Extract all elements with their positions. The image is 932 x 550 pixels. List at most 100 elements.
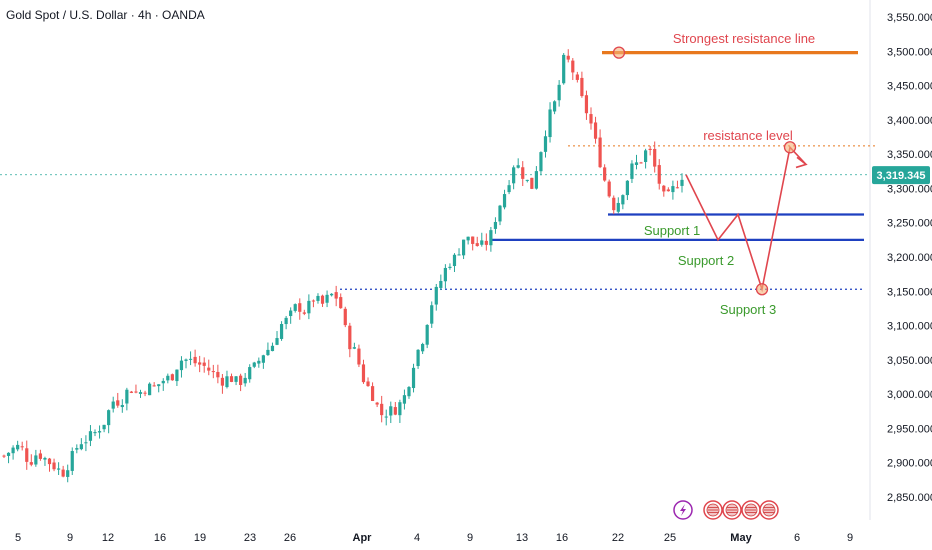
candle-body — [257, 360, 261, 364]
x-tick-label: 12 — [102, 532, 114, 544]
candle-body — [111, 401, 115, 409]
candle-body — [680, 179, 684, 186]
candle-body — [512, 167, 516, 184]
candle-body — [343, 308, 347, 326]
candle-body — [275, 338, 279, 345]
y-tick-label: 3,050.000 — [887, 355, 932, 367]
candle-body — [498, 205, 502, 222]
y-tick-label: 3,100.000 — [887, 321, 932, 333]
candle-body — [648, 148, 652, 150]
candle-body — [43, 457, 47, 460]
candle-body — [79, 444, 83, 450]
candle-body — [157, 384, 161, 387]
candle-body — [207, 367, 211, 371]
x-tick-label: 5 — [15, 532, 21, 544]
candle-body — [61, 469, 65, 477]
candle-body — [452, 254, 457, 267]
candle-body — [339, 297, 343, 309]
candle-body — [107, 410, 111, 426]
candle-body — [6, 452, 11, 456]
candle-body — [571, 60, 575, 73]
candle-body — [330, 293, 334, 296]
candle-body — [361, 364, 366, 383]
candle-body — [525, 179, 529, 181]
candle-body — [248, 367, 252, 380]
candle-body — [307, 300, 311, 314]
marker-circle — [783, 141, 797, 154]
x-tick-label: 26 — [284, 532, 296, 544]
level-label: resistance level — [703, 128, 793, 143]
candle-body — [243, 377, 247, 384]
candle-body — [234, 376, 238, 382]
level-lines — [0, 51, 878, 290]
candle-body — [530, 177, 534, 189]
x-tick-label: 16 — [154, 532, 166, 544]
candle-body — [434, 286, 438, 305]
candle-body — [311, 300, 316, 302]
candle-body — [229, 376, 234, 382]
candle-body — [543, 136, 548, 152]
annotations: Strongest resistance line resistance leve… — [612, 31, 930, 317]
marker-circle — [755, 283, 769, 296]
candle-body — [179, 360, 184, 371]
x-tick-label: 13 — [516, 532, 528, 544]
candle-body — [302, 312, 306, 314]
y-tick-label: 2,850.000 — [887, 492, 932, 504]
candle-body — [398, 402, 402, 416]
level-label: Support 3 — [720, 302, 776, 317]
candle-body — [475, 243, 479, 247]
x-tick-label: 19 — [194, 532, 206, 544]
x-tick-label: 9 — [67, 532, 73, 544]
y-tick-label: 3,400.000 — [887, 115, 932, 127]
candle-body — [11, 447, 15, 454]
candle-body — [421, 343, 425, 352]
candle-body — [279, 324, 284, 339]
candle-body — [239, 375, 243, 385]
y-tick-label: 3,450.000 — [887, 81, 932, 93]
candle-body — [502, 194, 507, 208]
x-tick-label: 9 — [847, 532, 853, 544]
x-tick-label: May — [730, 532, 752, 544]
candle-body — [621, 195, 625, 205]
y-tick-label: 3,350.000 — [887, 149, 932, 161]
candle-body — [384, 416, 388, 418]
candles — [2, 49, 684, 483]
candle-body — [320, 295, 325, 304]
candle-body — [671, 186, 675, 193]
candle-body — [148, 383, 152, 396]
candle-body — [334, 292, 338, 299]
candle-body — [598, 137, 602, 168]
candle-body — [261, 355, 265, 363]
candle-body — [102, 424, 106, 430]
candle-body — [170, 374, 174, 381]
y-tick-label: 2,900.000 — [887, 458, 932, 470]
candle-body — [393, 407, 397, 415]
chart-title: Gold Spot / U.S. Dollar · 4h · OANDA — [6, 8, 205, 22]
candle-body — [580, 77, 584, 97]
y-tick-label: 3,200.000 — [887, 252, 932, 264]
candle-body — [198, 362, 202, 365]
candle-body — [357, 348, 361, 365]
candle-body — [607, 181, 611, 197]
candle-body — [534, 171, 538, 189]
candle-body — [425, 324, 429, 345]
candle-body — [657, 165, 661, 184]
candle-body — [161, 380, 165, 384]
candle-body — [575, 74, 579, 80]
candle-body — [402, 395, 407, 404]
x-axis: 5 9 12 16 19 23 26 Apr 4 9 13 16 22 25 May 6 9 — [15, 532, 853, 544]
x-tick-label: 25 — [664, 532, 676, 544]
y-tick-label: 3,250.000 — [887, 218, 932, 230]
candle-body — [211, 371, 215, 373]
candle-body — [552, 101, 557, 112]
candle-body — [416, 349, 420, 367]
candle-body — [612, 197, 616, 211]
level-label: Support 2 — [678, 253, 734, 268]
y-axis: 3,550.000 3,500.000 3,450.000 3,400.000 3,35… — [887, 12, 932, 504]
candle-body — [202, 362, 206, 366]
x-tick-label: 22 — [612, 532, 624, 544]
candle-body — [266, 349, 270, 356]
candle-body — [448, 266, 452, 268]
candle-body — [184, 359, 188, 361]
candle-body — [38, 453, 43, 459]
